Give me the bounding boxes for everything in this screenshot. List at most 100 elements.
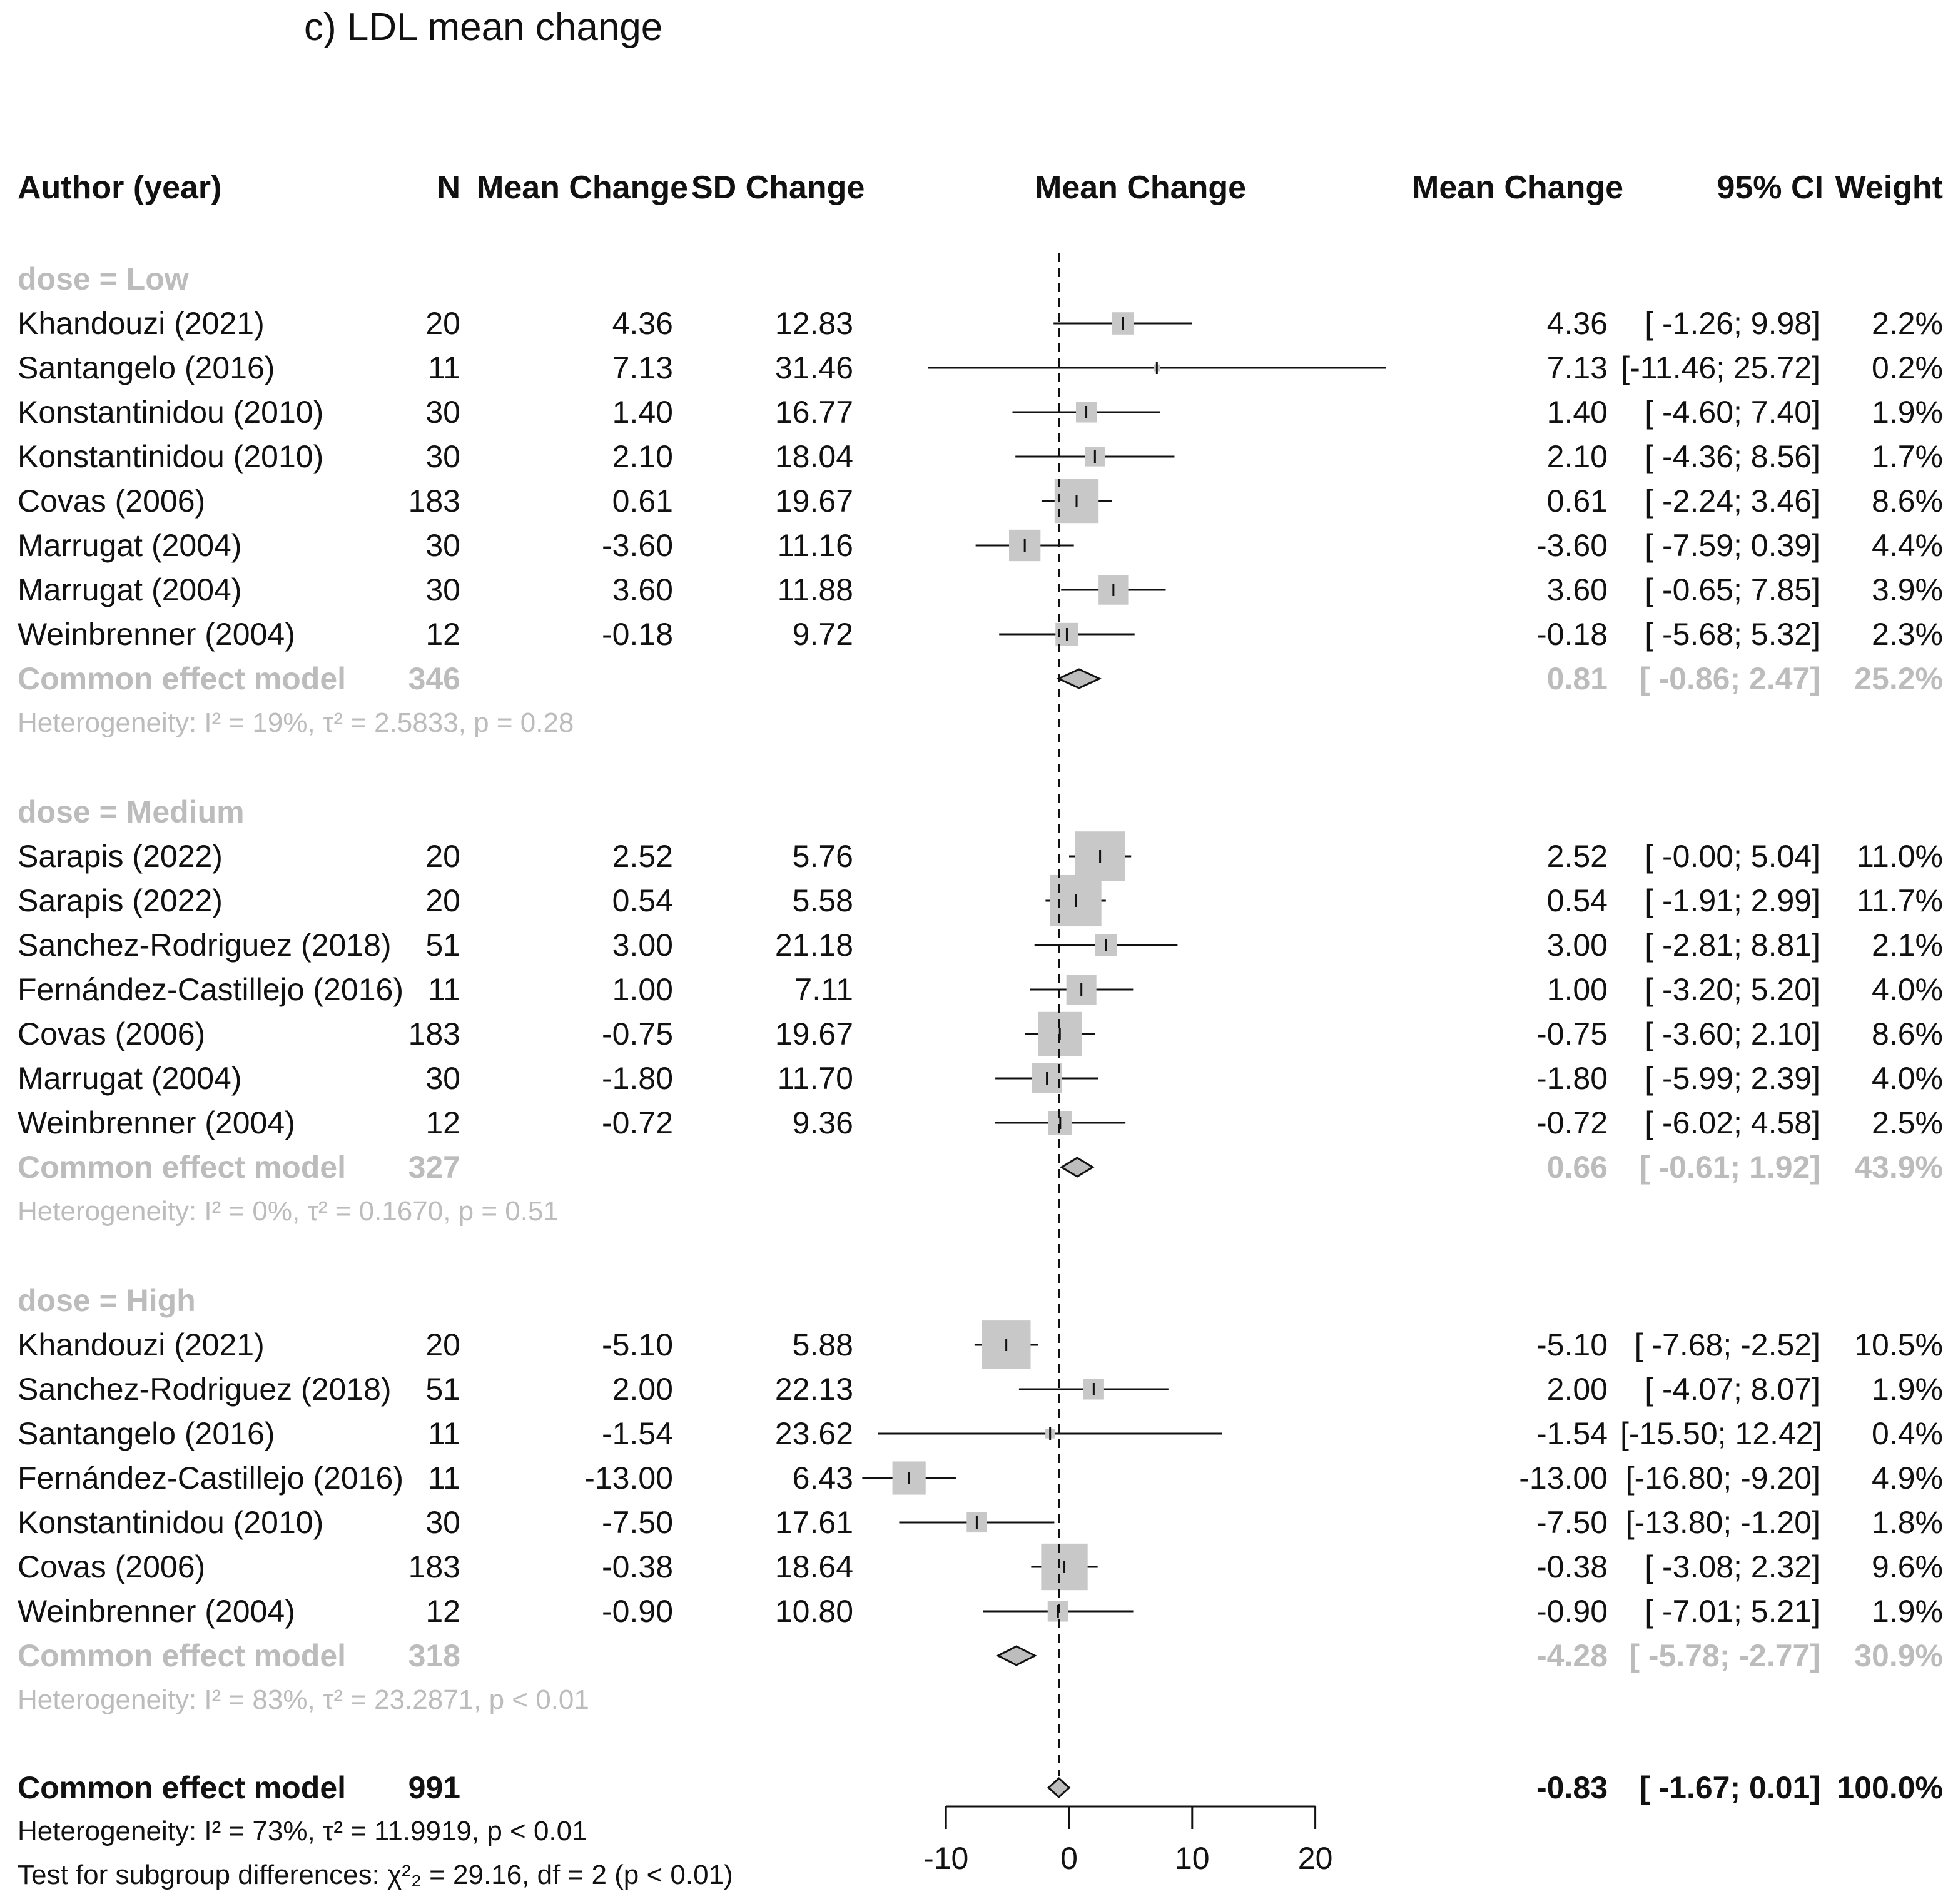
- study-weight: 9.6%: [1872, 1549, 1943, 1584]
- study-effect: -5.10: [1536, 1327, 1608, 1362]
- study-ci: [ -2.24; 3.46]: [1645, 484, 1820, 519]
- study-sd-change: 17.61: [774, 1505, 853, 1540]
- study-mean-change: 2.10: [612, 439, 673, 474]
- study-weight: 4.9%: [1872, 1461, 1943, 1496]
- study-n: 51: [425, 1372, 460, 1407]
- study-weight: 1.9%: [1872, 1594, 1943, 1629]
- study-weight: 1.7%: [1872, 439, 1943, 474]
- study-author: Sanchez-Rodriguez (2018): [18, 928, 392, 963]
- study-author: Covas (2006): [18, 1016, 206, 1051]
- x-tick-label: -10: [923, 1841, 968, 1876]
- study-author: Covas (2006): [18, 484, 206, 519]
- study-author: Marrugat (2004): [18, 572, 242, 607]
- pooled-ci: [ -0.86; 2.47]: [1639, 661, 1820, 696]
- header-sd-change: SD Change: [691, 170, 865, 206]
- study-ci: [ -6.02; 4.58]: [1645, 1105, 1820, 1140]
- study-weight: 4.0%: [1872, 1061, 1943, 1096]
- pooled-effect: 0.66: [1546, 1150, 1608, 1185]
- study-ci: [-15.50; 12.42]: [1620, 1416, 1822, 1451]
- study-ci: [ -0.65; 7.85]: [1645, 572, 1820, 607]
- study-effect: 3.60: [1546, 572, 1608, 607]
- study-n: 183: [408, 1549, 460, 1584]
- study-mean-change: -0.38: [602, 1549, 673, 1584]
- study-sd-change: 9.72: [792, 617, 853, 652]
- header-mean-change: Mean Change: [477, 170, 689, 206]
- study-n: 11: [428, 1416, 460, 1451]
- study-weight: 8.6%: [1872, 1016, 1943, 1051]
- study-sd-change: 19.67: [774, 1016, 853, 1051]
- study-weight: 2.3%: [1872, 617, 1943, 652]
- study-mean-change: -0.90: [602, 1594, 673, 1629]
- study-ci: [ -4.07; 8.07]: [1645, 1372, 1820, 1407]
- subgroup-label: dose = Medium: [18, 794, 245, 829]
- study-n: 30: [425, 572, 460, 607]
- header-plot: Mean Change: [1035, 170, 1247, 206]
- study-weight: 1.9%: [1872, 1372, 1943, 1407]
- study-weight: 2.5%: [1872, 1105, 1943, 1140]
- study-sd-change: 5.76: [792, 839, 853, 874]
- pooled-ci: [ -5.78; -2.77]: [1629, 1638, 1820, 1673]
- header-ci: 95% CI: [1717, 170, 1824, 206]
- study-effect: 2.52: [1546, 839, 1608, 874]
- study-ci: [ -1.91; 2.99]: [1645, 883, 1820, 918]
- study-ci: [ -3.60; 2.10]: [1645, 1016, 1820, 1051]
- study-ci: [-16.80; -9.20]: [1625, 1461, 1820, 1496]
- study-author: Sarapis (2022): [18, 883, 223, 918]
- study-author: Santangelo (2016): [18, 350, 275, 385]
- study-mean-change: 3.00: [612, 928, 673, 963]
- study-author: Fernández-Castillejo (2016): [18, 972, 403, 1007]
- pooled-label: Common effect model: [18, 661, 347, 696]
- study-n: 20: [425, 839, 460, 874]
- study-sd-change: 5.88: [792, 1327, 853, 1362]
- study-ci: [-11.46; 25.72]: [1621, 350, 1820, 385]
- study-effect: -1.80: [1536, 1061, 1608, 1096]
- subgroup-label: dose = High: [18, 1283, 196, 1318]
- overall-diamond: [1047, 1776, 1071, 1799]
- subgroup-test: Test for subgroup differences: χ²₂ = 29.…: [18, 1860, 733, 1890]
- study-ci: [ -7.01; 5.21]: [1645, 1594, 1820, 1629]
- overall-n: 991: [408, 1770, 460, 1805]
- study-mean-change: 1.00: [612, 972, 673, 1007]
- header-author: Author (year): [18, 170, 222, 206]
- study-sd-change: 22.13: [774, 1372, 853, 1407]
- study-effect: 2.00: [1546, 1372, 1608, 1407]
- study-n: 183: [408, 484, 460, 519]
- pooled-diamond: [1060, 1157, 1095, 1178]
- study-n: 11: [428, 1461, 460, 1496]
- study-mean-change: 3.60: [612, 572, 673, 607]
- study-n: 51: [425, 928, 460, 963]
- study-mean-change: -0.75: [602, 1016, 673, 1051]
- study-ci: [ -5.99; 2.39]: [1645, 1061, 1820, 1096]
- study-sd-change: 19.67: [774, 484, 853, 519]
- study-effect: 1.40: [1546, 395, 1608, 430]
- study-n: 30: [425, 395, 460, 430]
- study-mean-change: -13.00: [584, 1461, 673, 1496]
- study-effect: 1.00: [1546, 972, 1608, 1007]
- study-weight: 1.9%: [1872, 395, 1943, 430]
- overall-ci: [ -1.67; 0.01]: [1639, 1770, 1820, 1805]
- heterogeneity-text: Heterogeneity: I² = 83%, τ² = 23.2871, p…: [18, 1684, 589, 1715]
- study-mean-change: 1.40: [612, 395, 673, 430]
- study-weight: 2.1%: [1872, 928, 1943, 963]
- study-ci: [ -7.68; -2.52]: [1634, 1327, 1820, 1362]
- study-weight: 2.2%: [1872, 306, 1943, 341]
- pooled-ci: [ -0.61; 1.92]: [1639, 1150, 1820, 1185]
- study-n: 20: [425, 883, 460, 918]
- study-mean-change: -0.18: [602, 617, 673, 652]
- study-effect: 7.13: [1546, 350, 1608, 385]
- study-effect: -1.54: [1536, 1416, 1608, 1451]
- study-author: Fernández-Castillejo (2016): [18, 1461, 403, 1496]
- pooled-label: Common effect model: [18, 1638, 347, 1673]
- study-mean-change: -5.10: [602, 1327, 673, 1362]
- study-mean-change: 7.13: [612, 350, 673, 385]
- study-effect: -0.72: [1536, 1105, 1608, 1140]
- study-author: Khandouzi (2021): [18, 1327, 265, 1362]
- study-sd-change: 23.62: [774, 1416, 853, 1451]
- study-mean-change: 2.52: [612, 839, 673, 874]
- study-sd-change: 6.43: [792, 1461, 853, 1496]
- study-effect: -13.00: [1519, 1461, 1608, 1496]
- study-mean-change: 0.54: [612, 883, 673, 918]
- study-author: Weinbrenner (2004): [18, 1105, 295, 1140]
